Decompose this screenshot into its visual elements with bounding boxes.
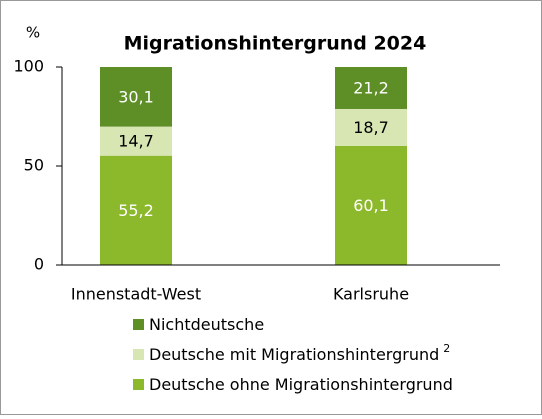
data-label: 60,1	[353, 196, 389, 215]
bar-segment	[335, 146, 407, 265]
chart-title: Migrationshintergrund 2024	[124, 33, 427, 55]
bar-segment	[100, 126, 172, 156]
legend-text: Nichtdeutsche	[149, 315, 264, 334]
data-label: 18,7	[353, 118, 389, 137]
bar-segment	[335, 67, 407, 109]
legend-text: Deutsche mit Migrationshintergrund	[149, 345, 439, 364]
data-label: 14,7	[118, 132, 154, 151]
legend-text: Deutsche ohne Migrationshintergrund	[149, 375, 453, 394]
data-label: 30,1	[118, 87, 154, 106]
legend-swatch	[133, 379, 144, 390]
y-axis-label: %	[26, 24, 40, 42]
bar-segment	[100, 155, 172, 265]
legend-label: Deutsche ohne Migrationshintergrund	[149, 375, 453, 394]
y-tick-label: 100	[13, 57, 44, 76]
legend-footnote: 2	[443, 342, 450, 355]
bar-segment	[100, 67, 172, 127]
legend-swatch	[133, 349, 144, 360]
y-tick-label: 50	[24, 156, 44, 175]
data-label: 21,2	[353, 78, 389, 97]
legend-label: Nichtdeutsche	[149, 315, 264, 334]
y-tick-label: 0	[34, 255, 44, 274]
legend-swatch	[133, 319, 144, 330]
legend-label: Deutsche mit Migrationshintergrund 2	[149, 342, 450, 364]
bar-segment	[335, 108, 407, 147]
data-label: 55,2	[118, 201, 154, 220]
x-tick-label: Karlsruhe	[333, 285, 409, 304]
x-tick-label: Innenstadt-West	[71, 285, 201, 304]
